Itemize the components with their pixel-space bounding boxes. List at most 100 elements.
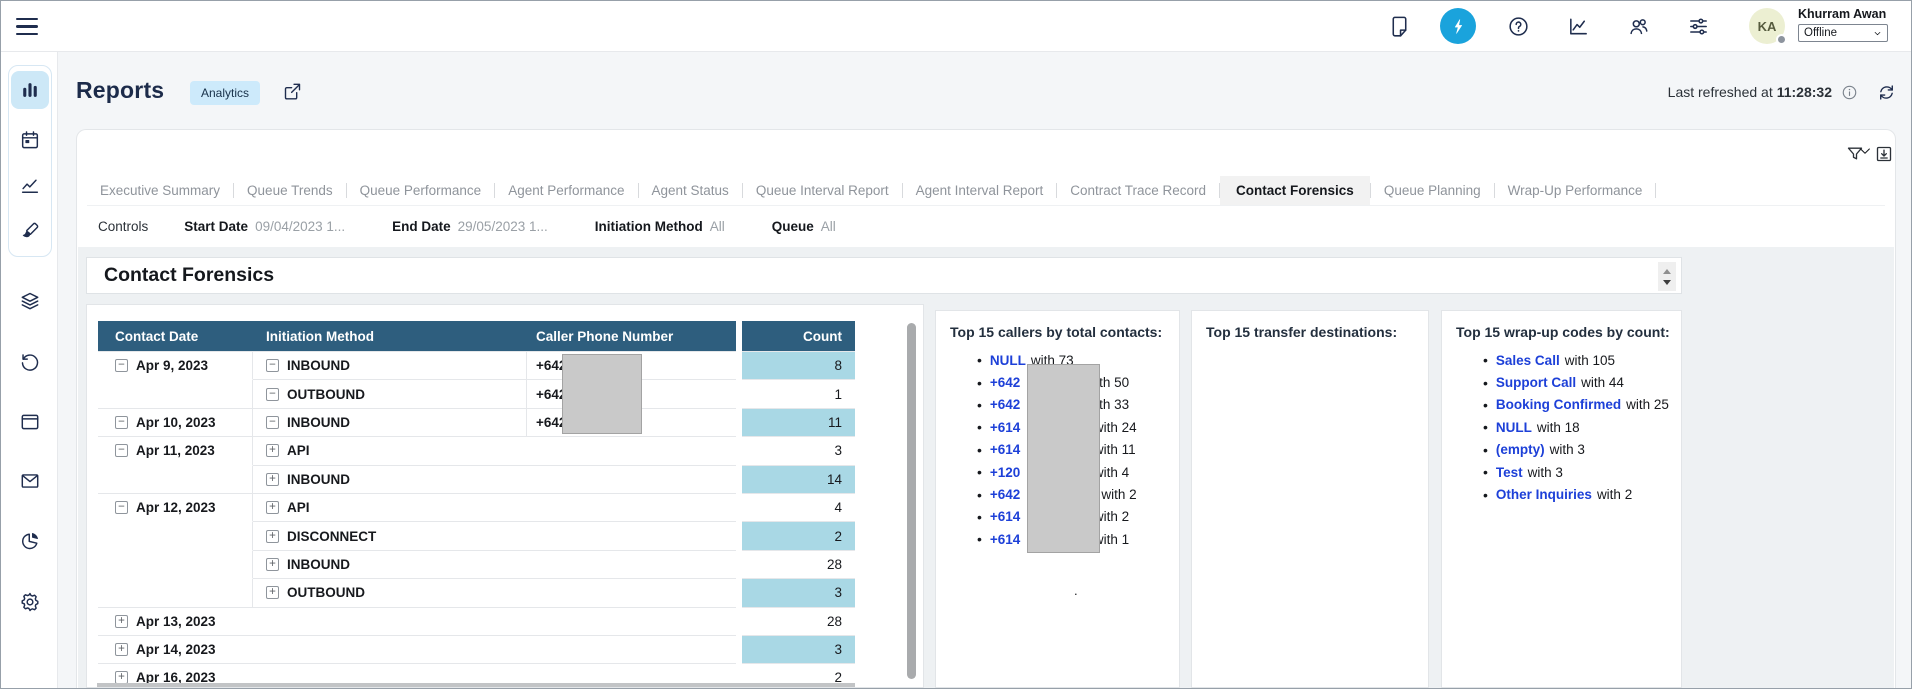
item-link[interactable]: +614 (990, 509, 1020, 524)
tab-executive-summary[interactable]: Executive Summary (87, 176, 233, 205)
table-row: −Apr 10, 2023−INBOUND+64211 (98, 408, 855, 436)
table-row: −Apr 11, 2023+API3 (98, 436, 855, 464)
collapse-toggle-icon[interactable]: − (266, 359, 279, 372)
item-link[interactable]: Other Inquiries (1496, 487, 1592, 502)
item-link[interactable]: +614 (990, 532, 1020, 547)
item-count-text: with 11 (1094, 442, 1136, 457)
sidebar-item-line-chart[interactable] (11, 167, 49, 205)
controls-collapse-icon[interactable] (1857, 143, 1873, 159)
count-cell: 1 (742, 379, 855, 407)
item-link[interactable]: Sales Call (1496, 353, 1560, 368)
item-link[interactable]: Test (1496, 465, 1523, 480)
expand-toggle-icon[interactable]: + (266, 530, 279, 543)
expand-toggle-icon[interactable]: + (266, 444, 279, 457)
expand-toggle-icon[interactable]: + (266, 473, 279, 486)
column-header: Caller Phone Number (527, 321, 736, 351)
filter-value: 29/05/2023 1... (458, 219, 548, 234)
item-link[interactable]: NULL (1496, 420, 1532, 435)
section-title-box: Contact Forensics (86, 257, 1682, 294)
item-count-text: with 105 (1565, 353, 1615, 368)
info-icon[interactable] (1841, 84, 1858, 101)
sidebar-item-history[interactable] (11, 343, 49, 381)
collapse-toggle-icon[interactable]: − (115, 444, 128, 457)
expand-toggle-icon[interactable]: + (266, 586, 279, 599)
menu-icon[interactable] (16, 18, 38, 35)
item-link[interactable]: +614 (990, 442, 1020, 457)
note-icon[interactable] (1381, 8, 1417, 44)
table-horizontal-scrollbar[interactable] (97, 683, 855, 687)
sidebar-item-pie-chart[interactable] (11, 522, 49, 560)
tab-queue-planning[interactable]: Queue Planning (1371, 176, 1494, 205)
item-link[interactable]: +642 (990, 487, 1020, 502)
help-icon[interactable] (1500, 8, 1536, 44)
user-name: Khurram Awan (1798, 7, 1886, 21)
contact-date-cell: +Apr 14, 2023 (98, 635, 736, 663)
item-link[interactable]: NULL (990, 353, 1026, 368)
sidebar-item-mail[interactable] (11, 462, 49, 500)
filter-initiation-method[interactable]: Initiation MethodAll (595, 219, 725, 234)
contact-date-cell: −Apr 10, 2023 (98, 408, 253, 436)
download-icon[interactable] (1874, 144, 1896, 166)
status-select[interactable]: Offline (1798, 24, 1888, 42)
last-refreshed-time: 11:28:32 (1777, 84, 1832, 100)
refresh-icon[interactable] (1876, 82, 1897, 103)
tab-queue-trends[interactable]: Queue Trends (234, 176, 346, 205)
sidebar-item-bar-chart[interactable] (11, 71, 49, 109)
tab-contact-forensics[interactable]: Contact Forensics (1220, 176, 1370, 205)
expand-toggle-icon[interactable]: + (115, 615, 128, 628)
collapse-toggle-icon[interactable]: − (115, 501, 128, 514)
sidebar-item-design[interactable] (11, 212, 49, 250)
bullet-icon: • (977, 509, 982, 525)
table-row: +Apr 13, 202328 (98, 607, 855, 635)
item-link[interactable]: Booking Confirmed (1496, 397, 1621, 412)
sidebar-item-settings[interactable] (11, 583, 49, 621)
tab-queue-interval-report[interactable]: Queue Interval Report (743, 176, 902, 205)
collapse-toggle-icon[interactable]: − (115, 359, 128, 372)
filter-end-date[interactable]: End Date29/05/2023 1... (392, 219, 548, 234)
analytics-badge: Analytics (190, 81, 260, 105)
tab-queue-performance[interactable]: Queue Performance (347, 176, 495, 205)
bullet-icon: • (977, 487, 982, 503)
item-link[interactable]: +642 (990, 375, 1020, 390)
item-link[interactable]: Support Call (1496, 375, 1576, 390)
users-icon[interactable] (1620, 8, 1656, 44)
sidebar (1, 52, 58, 688)
filter-value: All (821, 219, 836, 234)
flash-icon[interactable] (1440, 8, 1476, 44)
table-vertical-scrollbar[interactable] (907, 323, 916, 679)
bullet-icon: • (977, 375, 982, 391)
transfer-destinations-title: Top 15 transfer destinations: (1192, 311, 1428, 340)
open-external-icon[interactable] (282, 81, 304, 103)
tab-agent-status[interactable]: Agent Status (639, 176, 742, 205)
collapse-toggle-icon[interactable]: − (115, 416, 128, 429)
count-cell: 28 (742, 607, 855, 635)
sidebar-item-layers[interactable] (11, 282, 49, 320)
sidebar-item-calendar[interactable] (11, 121, 49, 159)
expand-toggle-icon[interactable]: + (266, 558, 279, 571)
expand-toggle-icon[interactable]: + (115, 643, 128, 656)
tab-agent-interval-report[interactable]: Agent Interval Report (903, 176, 1057, 205)
collapse-toggle-icon[interactable]: − (266, 388, 279, 401)
item-link[interactable]: +120 (990, 465, 1020, 480)
filter-queue[interactable]: QueueAll (772, 219, 836, 234)
expand-toggle-icon[interactable]: + (266, 501, 279, 514)
item-link[interactable]: (empty) (1496, 442, 1545, 457)
contact-date-cell (98, 521, 253, 549)
table-row: +INBOUND28 (98, 550, 855, 578)
chevron-down-icon (1873, 29, 1882, 38)
sidebar-item-browser[interactable] (11, 403, 49, 441)
spinner-down-icon[interactable] (1663, 280, 1671, 285)
reports-panel: Executive SummaryQueue TrendsQueue Perfo… (76, 129, 1896, 688)
item-link[interactable]: +642 (990, 397, 1020, 412)
section-spinner[interactable] (1658, 262, 1676, 291)
tab-wrap-up-performance[interactable]: Wrap-Up Performance (1495, 176, 1656, 205)
tab-contract-trace-record[interactable]: Contract Trace Record (1057, 176, 1219, 205)
filter-start-date[interactable]: Start Date09/04/2023 1... (184, 219, 345, 234)
collapse-toggle-icon[interactable]: − (266, 416, 279, 429)
tab-agent-performance[interactable]: Agent Performance (495, 176, 637, 205)
item-link[interactable]: +614 (990, 420, 1020, 435)
sliders-icon[interactable] (1680, 8, 1716, 44)
item-count-text: with 2 (1101, 487, 1136, 502)
spinner-up-icon[interactable] (1663, 269, 1671, 274)
metrics-icon[interactable] (1560, 8, 1596, 44)
